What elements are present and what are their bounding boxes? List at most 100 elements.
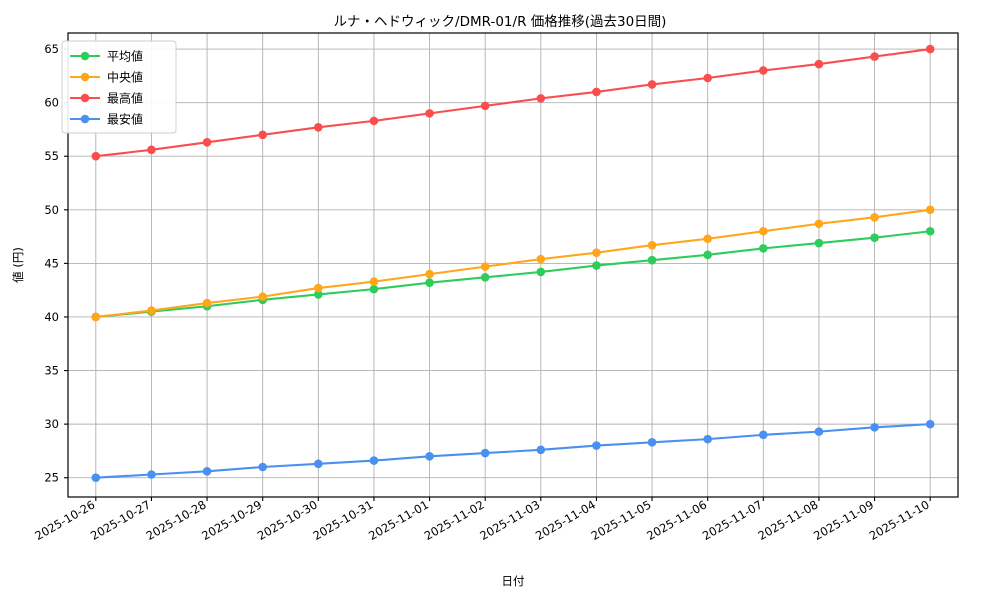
data-point-marker (369, 116, 379, 126)
data-point-marker (536, 254, 546, 264)
data-point-marker (202, 138, 212, 147)
series-3 (91, 44, 935, 161)
data-point-marker (870, 233, 879, 242)
data-point-marker (592, 261, 601, 270)
data-point-marker (147, 306, 156, 315)
data-point-marker (425, 278, 434, 287)
data-point-marker (480, 262, 490, 271)
data-point-marker (202, 298, 212, 308)
data-point-marker (314, 459, 323, 469)
data-point-marker (314, 283, 323, 293)
data-point-marker (703, 73, 712, 83)
y-tick-label: 45 (44, 256, 59, 270)
data-point-marker (258, 130, 267, 140)
series-line (94, 48, 932, 158)
data-point-marker (91, 312, 101, 322)
data-point-marker (592, 87, 601, 97)
y-tick-label: 60 (44, 96, 59, 110)
data-point-marker (703, 434, 712, 444)
chart-title: ルナ・ヘドウィック/DMR-01/R 価格推移(過去30日間) (334, 14, 667, 30)
data-point-marker (592, 441, 601, 450)
data-point-marker (258, 462, 267, 472)
x-axis-label: 日付 (502, 574, 525, 588)
data-point-marker (703, 234, 712, 244)
data-point-marker (147, 470, 156, 479)
data-point-marker (647, 240, 657, 250)
data-point-marker (703, 250, 712, 260)
data-point-marker (480, 101, 490, 111)
y-axis-label: 値 (円) (11, 247, 25, 283)
data-point-marker (425, 269, 434, 279)
y-tick-label: 30 (44, 417, 59, 431)
data-point-marker (536, 94, 546, 103)
legend-background (61, 40, 177, 134)
data-point-marker (814, 59, 824, 69)
legend-marker-icon (80, 72, 90, 82)
legend-label: 最高値 (107, 91, 143, 106)
data-series-layer (91, 44, 935, 483)
data-point-marker (536, 445, 546, 455)
series-line (94, 208, 932, 319)
data-point-marker (480, 448, 490, 458)
data-point-marker (870, 213, 879, 222)
data-point-marker (870, 52, 879, 61)
legend-marker-icon (80, 114, 90, 124)
data-point-marker (870, 423, 879, 432)
legend-item-1[interactable]: 平均値 (70, 49, 143, 64)
data-point-marker (91, 151, 101, 161)
data-point-marker (925, 205, 935, 215)
data-point-marker (425, 451, 434, 461)
data-point-marker (536, 267, 546, 277)
data-point-marker (147, 145, 156, 155)
data-point-marker (592, 248, 601, 257)
legend-label: 最安値 (107, 112, 143, 127)
y-tick-label: 50 (44, 203, 59, 217)
y-tick-labels: 25 30 35 40 45 50 55 60 65 (44, 42, 59, 485)
y-tick-label: 55 (44, 149, 59, 163)
legend-label: 中央値 (107, 70, 143, 85)
data-point-marker (425, 109, 434, 118)
data-point-marker (480, 273, 490, 282)
y-tick-label: 25 (44, 471, 59, 485)
legend-item-4[interactable]: 最安値 (70, 112, 143, 127)
data-point-marker (814, 427, 824, 436)
data-point-marker (759, 66, 768, 75)
series-line (94, 423, 932, 479)
data-point-marker (202, 466, 212, 476)
data-point-marker (814, 219, 824, 229)
y-tick-label: 35 (44, 364, 59, 378)
legend-marker-icon (80, 51, 90, 61)
data-point-marker (759, 244, 768, 253)
legend-label: 平均値 (107, 49, 143, 64)
data-point-marker (369, 277, 379, 286)
series-4 (91, 419, 935, 483)
plot-area-border (67, 32, 959, 498)
data-point-marker (369, 456, 379, 465)
data-point-marker (647, 80, 657, 89)
tick-marks-layer (64, 48, 931, 501)
data-point-marker (258, 292, 267, 301)
legend-item-2[interactable]: 中央値 (70, 70, 143, 85)
data-point-marker (925, 44, 935, 54)
data-point-marker (759, 226, 768, 236)
data-point-marker (314, 290, 323, 299)
data-point-marker (647, 438, 657, 447)
data-point-marker (369, 284, 379, 294)
series-2 (91, 205, 935, 322)
y-tick-label: 65 (44, 42, 59, 56)
data-point-marker (925, 419, 935, 429)
legend-marker-icon (80, 93, 90, 103)
data-point-marker (314, 123, 323, 132)
series-1 (91, 226, 935, 322)
data-point-marker (759, 430, 768, 440)
data-point-marker (91, 473, 101, 483)
data-point-marker (647, 255, 657, 265)
y-tick-label: 40 (44, 310, 59, 324)
data-point-marker (814, 238, 824, 248)
data-point-marker (925, 226, 935, 236)
series-line (94, 230, 932, 319)
legend-item-3[interactable]: 最高値 (70, 91, 143, 106)
